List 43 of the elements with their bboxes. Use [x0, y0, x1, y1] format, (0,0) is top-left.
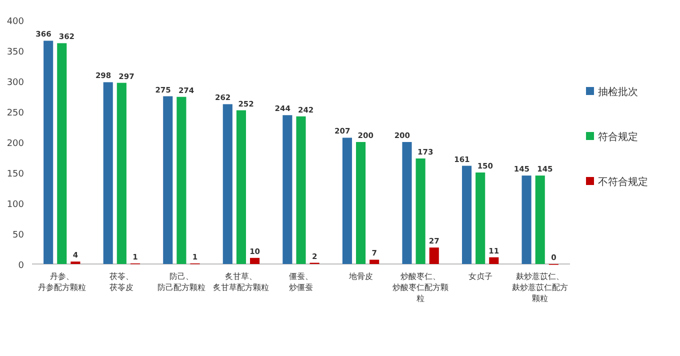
y-tick-label: 0 [18, 261, 24, 271]
bar [489, 257, 499, 264]
bar [222, 104, 232, 264]
x-tick-label: 茯苓、茯苓皮 [110, 272, 134, 292]
x-tick-label: 防己、防己配方颗粒 [157, 272, 206, 292]
bar [236, 110, 246, 264]
bar [476, 172, 486, 264]
legend-label: 不符合规定 [598, 176, 648, 188]
x-tick-label: 女贞子 [468, 272, 492, 281]
bar [342, 138, 352, 264]
y-tick-label: 200 [6, 139, 24, 149]
y-tick-label: 350 [6, 48, 24, 58]
bar [296, 116, 306, 264]
x-tick-label: 炙甘草、炙甘草配方颗粒 [213, 272, 270, 292]
bar [416, 158, 426, 264]
y-tick-label: 100 [6, 200, 24, 210]
y-tick-label: 250 [6, 108, 24, 118]
bar [282, 115, 292, 264]
bar [57, 43, 67, 264]
legend-label: 抽检批次 [598, 86, 638, 98]
y-tick-label: 300 [6, 78, 24, 88]
x-tick-label: 僵蚕、炒僵蚕 [289, 272, 313, 292]
x-tick-label: 地骨皮 [348, 272, 373, 281]
bar [462, 166, 472, 264]
legend-label: 符合规定 [598, 131, 638, 143]
bar [356, 142, 366, 264]
bar [250, 258, 260, 264]
bar [370, 260, 380, 264]
bar [535, 176, 545, 264]
bar [429, 248, 439, 264]
bar [176, 96, 186, 264]
y-tick-label: 50 [12, 230, 24, 240]
bar [103, 82, 113, 264]
x-tick-label: 炒酸枣仁、炒酸枣仁配方颗粒 [392, 272, 449, 303]
y-tick-label: 400 [6, 17, 24, 27]
x-tick-label: 麸炒薏苡仁、麸炒薏苡仁配方颗粒 [512, 272, 568, 303]
bar [44, 40, 54, 264]
y-tick-label: 150 [6, 170, 24, 180]
x-tick-label: 丹参、丹参配方颗粒 [38, 272, 86, 292]
bar [522, 176, 532, 264]
bar [116, 82, 126, 264]
bar [163, 96, 173, 264]
bar [402, 142, 412, 264]
